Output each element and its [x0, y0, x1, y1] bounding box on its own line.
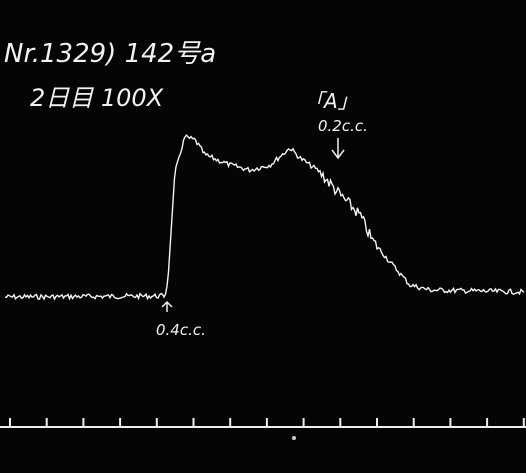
title: Nr.1329) 142号a	[4, 39, 216, 69]
subtitle: 2日目 100X	[30, 84, 164, 112]
annotation-label: 「A」	[304, 89, 358, 113]
dot	[292, 436, 296, 440]
annotation-dose: 0.2c.c.	[318, 117, 368, 135]
recording: Nr.1329) 142号a 2日目 100X 「A」 0.2c.c. 0.4c…	[0, 0, 526, 473]
background	[0, 0, 526, 473]
annotation-dose: 0.4c.c.	[156, 321, 206, 339]
